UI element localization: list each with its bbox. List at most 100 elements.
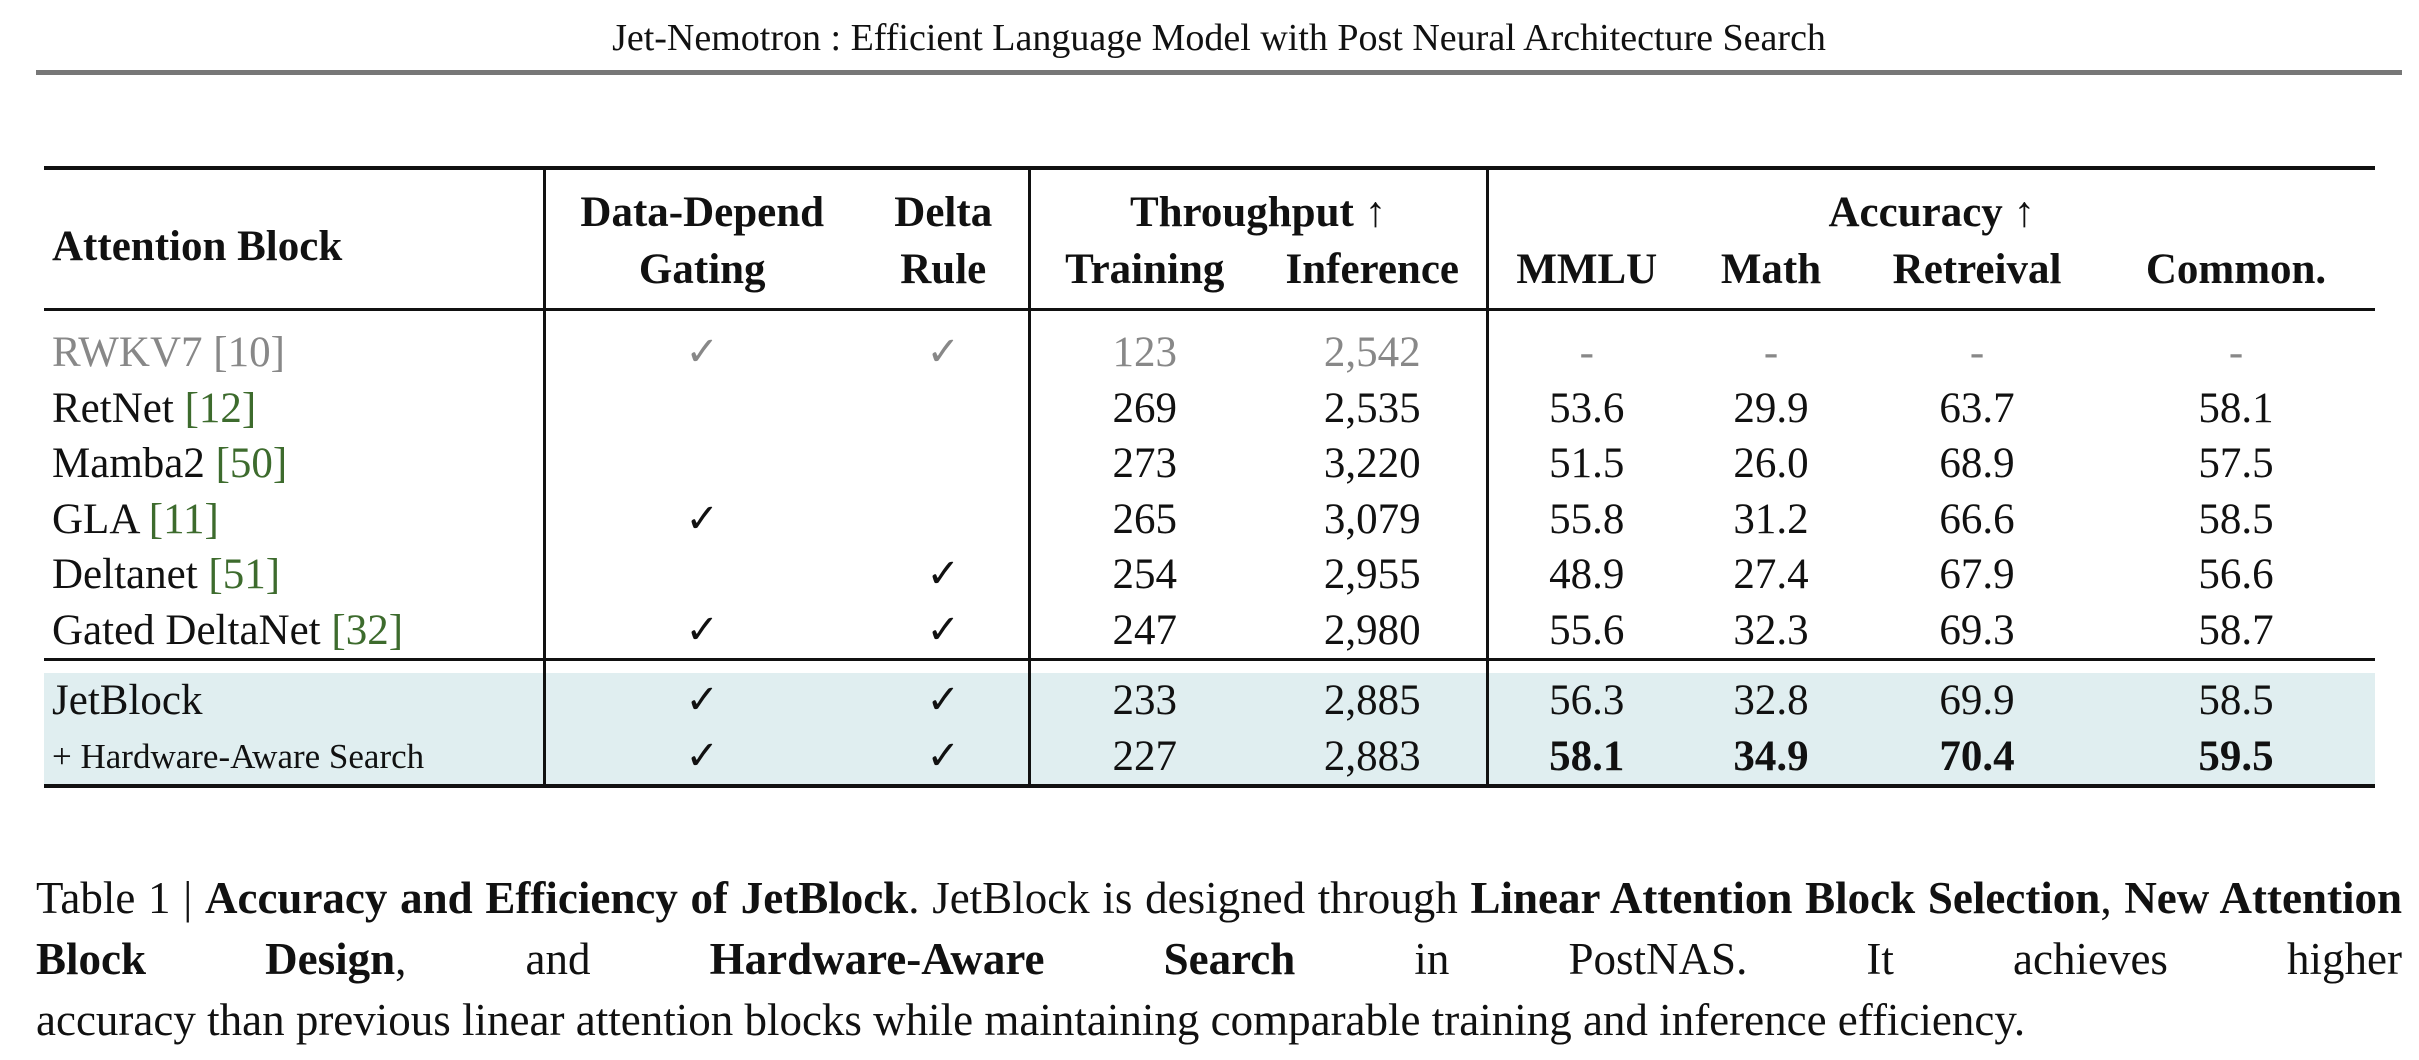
col-throughput: Throughput ↑: [1027, 170, 1488, 241]
math-cell: -: [1763, 329, 1779, 376]
col-gating-2: Gating: [542, 241, 859, 310]
citation[interactable]: [32]: [331, 606, 404, 654]
delta-check: ✓: [926, 551, 960, 597]
col-attention-block: Attention Block: [52, 222, 343, 270]
training-cell: 273: [1027, 436, 1259, 492]
caption-label: Table 1 |: [36, 873, 205, 923]
col-gating-1: Data-Depend: [542, 170, 859, 241]
mmlu-cell: 55.6: [1485, 602, 1686, 660]
table-row-jetblock: JetBlock ✓ ✓ 233 2,885 56.3 32.8 69.9 58…: [44, 673, 2376, 729]
gating-check: ✓: [542, 325, 859, 381]
col-delta-2: Rule: [900, 246, 987, 293]
caption-title: Accuracy and Efficiency of JetBlock: [204, 873, 909, 923]
training-cell: 254: [1027, 547, 1259, 603]
delta-check: [859, 381, 1029, 437]
retrieval-cell: 68.9: [1939, 440, 2015, 487]
common-cell: 58.5: [2198, 495, 2274, 543]
col-accuracy: Accuracy ↑: [1485, 170, 2376, 241]
training-cell: 233: [1027, 673, 1259, 729]
common-cell: 59.5: [2097, 728, 2376, 784]
math-cell: 32.3: [1733, 606, 1809, 654]
inference-cell: 2,883: [1259, 728, 1488, 784]
mmlu-cell: 51.5: [1485, 436, 1686, 492]
mmlu-cell: -: [1485, 325, 1686, 381]
gating-check: ✓: [542, 602, 859, 660]
inference-cell: 2,980: [1323, 606, 1421, 654]
table-row: RWKV7 [10] ✓ ✓ 123 2,542 - - - -: [44, 325, 2375, 381]
training-cell: 269: [1027, 380, 1259, 436]
math-cell: 29.9: [1733, 384, 1809, 432]
delta-check: ✓: [859, 673, 1029, 729]
table-row: Deltanet [51] ✓ 254 2,955 48.9 27.4 67.9…: [44, 547, 2375, 603]
citation[interactable]: [12]: [184, 384, 257, 432]
math-cell: 26.0: [1733, 440, 1809, 487]
gating-check: [542, 380, 859, 436]
inference-cell: 2,535: [1323, 384, 1421, 432]
common-cell: 56.6: [2198, 551, 2274, 598]
common-cell: 58.1: [2198, 384, 2274, 432]
row-name: Gated DeltaNet [32]: [52, 606, 404, 654]
math-cell: 34.9: [1685, 728, 1858, 784]
col-inference: Inference: [1285, 246, 1460, 293]
inference-cell: 3,220: [1323, 440, 1421, 487]
col-retrieval: Retreival: [1892, 246, 2062, 293]
col-common: Common.: [2145, 246, 2327, 293]
inference-cell: 2,542: [1323, 329, 1421, 376]
results-table: Attention Block Data-Depend Delta Throug…: [44, 166, 2376, 788]
row-name: RWKV7 [10]: [52, 329, 285, 376]
table-row: GLA [11] ✓ 265 3,079 55.8 31.2 66.6 58.5: [44, 491, 2375, 548]
training-cell: 265: [1027, 491, 1259, 547]
col-mmlu: MMLU: [1485, 241, 1686, 310]
table-row: RetNet [12] 269 2,535 53.6 29.9 63.7 58.…: [44, 380, 2375, 437]
row-name: Mamba2 [50]: [52, 440, 288, 487]
common-cell: 57.5: [2198, 440, 2274, 487]
training-cell: 247: [1027, 602, 1259, 660]
delta-check: [859, 492, 1029, 548]
inference-cell: 3,079: [1323, 495, 1421, 543]
mmlu-cell: 56.3: [1485, 673, 1686, 729]
row-name: RetNet [12]: [52, 384, 257, 432]
citation[interactable]: [11]: [148, 495, 219, 543]
mmlu-cell: 58.1: [1485, 728, 1686, 784]
retrieval-cell: 67.9: [1939, 551, 2015, 598]
training-cell: 227: [1027, 728, 1259, 784]
common-cell: -: [2228, 329, 2244, 376]
col-delta-1: Delta: [894, 189, 993, 236]
running-header: Jet-Nemotron : Efficient Language Model …: [36, 10, 2402, 75]
row-name: GLA [11]: [52, 495, 219, 543]
citation[interactable]: [51]: [208, 551, 281, 598]
inference-cell: 2,885: [1259, 673, 1488, 729]
common-cell: 58.5: [2097, 673, 2376, 729]
col-math: Math: [1720, 246, 1822, 293]
mmlu-cell: 48.9: [1485, 547, 1686, 603]
retrieval-cell: 63.7: [1939, 384, 2015, 432]
math-cell: 31.2: [1733, 495, 1809, 543]
row-name: + Hardware-Aware Search: [44, 728, 544, 784]
retrieval-cell: 69.3: [1939, 606, 2015, 654]
gating-check: ✓: [542, 728, 859, 784]
delta-check: ✓: [926, 329, 960, 375]
table-row: Gated DeltaNet [32] ✓ ✓ 247 2,980 55.6 3…: [44, 602, 2375, 660]
caption-last-line: accuracy than previous linear attention …: [36, 995, 2026, 1045]
math-cell: 32.8: [1685, 673, 1858, 729]
gating-check: ✓: [542, 673, 859, 729]
row-name: Deltanet [51]: [52, 551, 281, 598]
training-cell: 123: [1027, 325, 1259, 381]
table-row: Mamba2 [50] 273 3,220 51.5 26.0 68.9 57.…: [44, 436, 2375, 492]
retrieval-cell: 66.6: [1939, 495, 2015, 543]
table-row-hardware-aware: + Hardware-Aware Search ✓ ✓ 227 2,883 58…: [44, 728, 2376, 784]
math-cell: 27.4: [1733, 551, 1809, 598]
inference-cell: 2,955: [1323, 551, 1421, 598]
common-cell: 58.7: [2198, 606, 2274, 654]
table-caption: Table 1 | Accuracy and Efficiency of Jet…: [36, 868, 2402, 1051]
gating-check: ✓: [542, 491, 859, 547]
mmlu-cell: 53.6: [1485, 380, 1686, 436]
delta-check: ✓: [926, 606, 960, 653]
col-training: Training: [1027, 241, 1259, 310]
mmlu-cell: 55.8: [1485, 491, 1686, 547]
retrieval-cell: -: [1969, 329, 1985, 376]
retrieval-cell: 69.9: [1857, 673, 2098, 729]
retrieval-cell: 70.4: [1857, 728, 2098, 784]
citation[interactable]: [50]: [215, 440, 288, 487]
gating-check: [542, 547, 859, 603]
